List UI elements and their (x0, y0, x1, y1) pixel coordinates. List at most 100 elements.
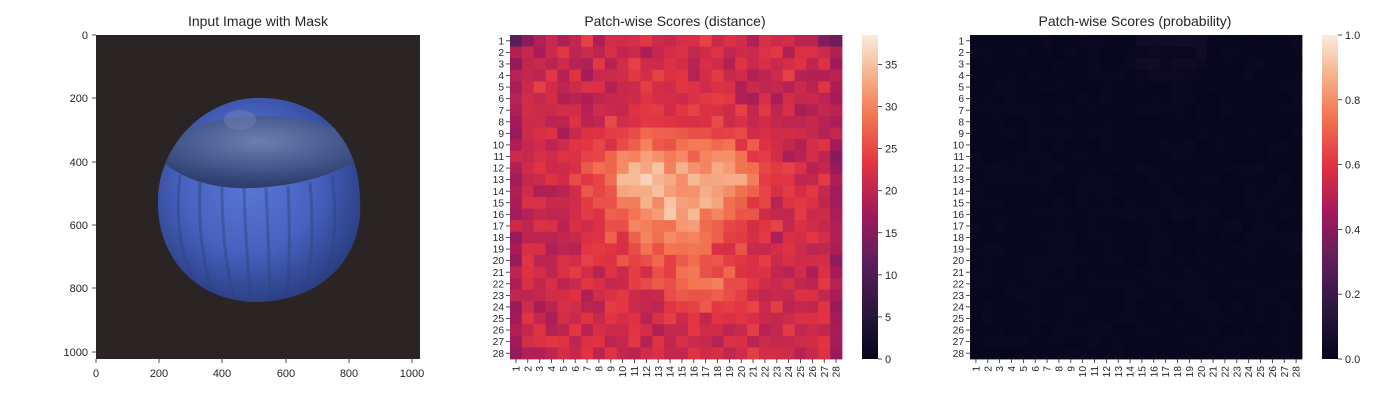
distance-heatmap-cell (604, 197, 618, 209)
distance-heatmap-cell (581, 150, 594, 163)
distance-heatmap-cell (557, 185, 570, 198)
probability-heatmap-x-tick-label: 23 (1232, 366, 1243, 378)
probability-heatmap-cell (1005, 162, 1018, 175)
probability-heatmap-cell (1064, 324, 1078, 337)
probability-heatmap-cell (981, 173, 995, 186)
distance-heatmap-cell (640, 289, 653, 302)
distance-heatmap-y-tick-label: 23 (493, 291, 505, 302)
distance-heatmap-cell (770, 254, 784, 267)
probability-heatmap-cell (1147, 266, 1161, 279)
probability-heatmap-cell (1124, 278, 1137, 290)
distance-heatmap-cell (581, 58, 594, 71)
distance-heatmap-cell (557, 231, 570, 244)
probability-heatmap-cell (1017, 139, 1030, 152)
probability-heatmap-cell (1254, 127, 1267, 140)
probability-heatmap-cell (1183, 278, 1196, 290)
distance-heatmap-cell (628, 104, 641, 117)
probability-heatmap-cell (1029, 312, 1042, 325)
distance-heatmap-cell (652, 35, 665, 47)
distance-heatmap-cell (735, 243, 748, 256)
distance-heatmap-cell (818, 81, 831, 94)
distance-heatmap-cell (640, 220, 653, 233)
probability-heatmap-cell (1147, 185, 1161, 198)
probability-heatmap-cell (1207, 335, 1220, 348)
distance-heatmap-cell (711, 104, 724, 117)
probability-heatmap-cell (1207, 162, 1220, 175)
distance-heatmap-cell (782, 347, 795, 360)
distance-heatmap-cell (521, 197, 535, 209)
probability-heatmap-cell (1041, 139, 1054, 152)
probability-heatmap-cell (1242, 185, 1255, 198)
distance-heatmap-cell (628, 35, 641, 47)
probability-heatmap-y-tick-label: 13 (953, 175, 965, 186)
probability-heatmap-cell (1064, 92, 1078, 105)
distance-heatmap-cell (735, 162, 748, 175)
probability-heatmap-cell (1290, 197, 1303, 209)
distance-heatmap-cell (759, 278, 772, 290)
probability-heatmap-cell (1290, 46, 1303, 59)
svg-text:200: 200 (70, 93, 88, 105)
probability-heatmap-cell (981, 46, 995, 59)
distance-heatmap-cell (818, 301, 831, 314)
probability-heatmap-cell (1207, 92, 1220, 105)
probability-heatmap-cell (1124, 69, 1137, 82)
distance-heatmap-cell (830, 231, 843, 244)
probability-heatmap-cell (1041, 81, 1054, 94)
probability-heatmap-cell (1207, 81, 1220, 94)
distance-heatmap-cell (604, 324, 618, 337)
probability-heatmap-cell (1147, 139, 1161, 152)
probability-heatmap-cell (1278, 335, 1291, 348)
distance-heatmap-cell (664, 81, 677, 94)
probability-heatmap-cell (1029, 127, 1042, 140)
distance-heatmap-cell (711, 208, 724, 221)
distance-heatmap-cell (604, 127, 618, 140)
probability-heatmap-cell (981, 278, 995, 290)
probability-heatmap-cell (1005, 231, 1018, 244)
distance-heatmap-cell (687, 220, 701, 233)
distance-heatmap-cell (794, 324, 807, 337)
distance-heatmap-cell (628, 231, 641, 244)
distance-heatmap-y-tick-label: 5 (498, 83, 504, 94)
probability-heatmap-cell (1053, 289, 1066, 302)
distance-heatmap-cell (510, 173, 523, 186)
probability-heatmap-cell (1183, 150, 1196, 163)
probability-heatmap-cell (1171, 231, 1184, 244)
probability-heatmap-cell (1147, 58, 1161, 71)
distance-heatmap-cell (545, 324, 558, 337)
probability-heatmap-cell (1147, 231, 1161, 244)
distance-heatmap-cell (759, 335, 772, 348)
probability-heatmap-cell (1112, 254, 1125, 267)
probability-heatmap-cell (1124, 104, 1137, 117)
probability-heatmap-cell (1064, 116, 1078, 128)
probability-heatmap-y-tick-label: 10 (953, 141, 965, 152)
distance-heatmap-cell (581, 301, 594, 314)
distance-heatmap-cell (628, 324, 641, 337)
distance-heatmap-cell (794, 208, 807, 221)
distance-heatmap-cell (723, 104, 736, 117)
distance-heatmap-cell (593, 35, 606, 47)
probability-heatmap-cell (1124, 58, 1137, 71)
distance-heatmap-cell (510, 139, 523, 152)
distance-heatmap-cell (747, 127, 760, 140)
probability-heatmap-cell (1207, 243, 1220, 256)
probability-heatmap-cell (1136, 324, 1149, 337)
distance-heatmap-cell (604, 278, 618, 290)
probability-heatmap-cell (1159, 185, 1172, 198)
probability-heatmap-cell (1100, 289, 1113, 302)
probability-heatmap-cell (1100, 150, 1113, 163)
distance-heatmap-cell (770, 335, 784, 348)
distance-heatmap-cell (521, 58, 535, 71)
probability-heatmap-cell (1005, 104, 1018, 117)
probability-heatmap-cell (1005, 185, 1018, 198)
probability-heatmap-cell (1136, 289, 1149, 302)
probability-heatmap-cell (1278, 266, 1291, 279)
probability-heatmap-y-tick-label: 11 (953, 152, 964, 163)
probability-heatmap-cell (1195, 173, 1208, 186)
distance-heatmap-cell (723, 81, 736, 94)
probability-heatmap-cell (1242, 127, 1255, 140)
distance-heatmap-cell (806, 208, 819, 221)
probability-heatmap-cell (1266, 231, 1279, 244)
distance-heatmap-cell (533, 324, 546, 337)
distance-heatmap-cell (581, 92, 594, 105)
probability-heatmap-cell (1242, 312, 1255, 325)
